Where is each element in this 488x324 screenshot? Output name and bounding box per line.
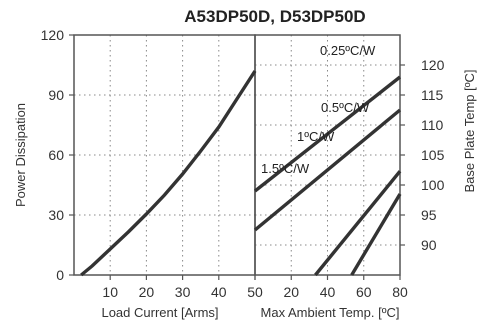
left-x-tick-label: 30 xyxy=(175,284,191,300)
right-y-tick-label: 100 xyxy=(421,177,445,193)
series-label-1: 1ºC/W xyxy=(297,129,335,144)
right-y-axis-label: Base Plate Temp [ºC] xyxy=(462,69,477,192)
chart-title: A53DP50D, D53DP50D xyxy=(184,7,365,26)
left-grid xyxy=(74,35,255,275)
derating-line-0 xyxy=(314,170,402,277)
left-x-tick-label: 10 xyxy=(102,284,118,300)
right-x-tick-label: 20 xyxy=(283,284,299,300)
right-y-tick-label: 90 xyxy=(421,237,437,253)
left-y-tick-label: 90 xyxy=(48,87,64,103)
series-label-0-5: 0.5ºC/W xyxy=(321,100,370,115)
power-dissipation-curve xyxy=(80,70,257,277)
series-label-1-5: 1.5ºC/W xyxy=(261,161,310,176)
left-y-tick-label: 60 xyxy=(48,147,64,163)
left-y-tick-label: 0 xyxy=(56,267,64,283)
right-y-tick-label: 95 xyxy=(421,207,437,223)
derating-line-2 xyxy=(253,108,402,232)
left-x-tick-label: 20 xyxy=(139,284,155,300)
right-y-tick-label: 105 xyxy=(421,147,445,163)
right-x-tick-label: 60 xyxy=(356,284,372,300)
right-x-axis-label: Max Ambient Temp. [ºC] xyxy=(261,305,400,320)
right-grid xyxy=(255,35,400,275)
derating-line-1 xyxy=(350,193,402,276)
right-y-tick-label: 115 xyxy=(421,87,444,103)
left-x-tick-label: 40 xyxy=(211,284,227,300)
left-y-axis-label: Power Dissipation xyxy=(13,103,28,207)
left-x-axis-label: Load Current [Arms] xyxy=(101,305,218,320)
data-curves xyxy=(80,70,402,277)
left-y-tick-label: 120 xyxy=(41,27,65,43)
right-x-tick-label: 80 xyxy=(392,284,408,300)
tick-marks xyxy=(69,34,405,280)
right-y-tick-label: 120 xyxy=(421,57,445,73)
left-y-tick-label: 30 xyxy=(48,207,64,223)
series-label-0-25: 0.25ºC/W xyxy=(320,43,376,58)
right-x-tick-label: 40 xyxy=(320,284,336,300)
derating-line-3 xyxy=(253,75,402,193)
left-x-tick-label: 50 xyxy=(247,284,263,300)
right-y-tick-label: 110 xyxy=(421,117,444,133)
tick-labels: 0 30 60 90 120 10 20 30 40 50 90 95 100 105 110 115 120 2… xyxy=(41,27,445,300)
